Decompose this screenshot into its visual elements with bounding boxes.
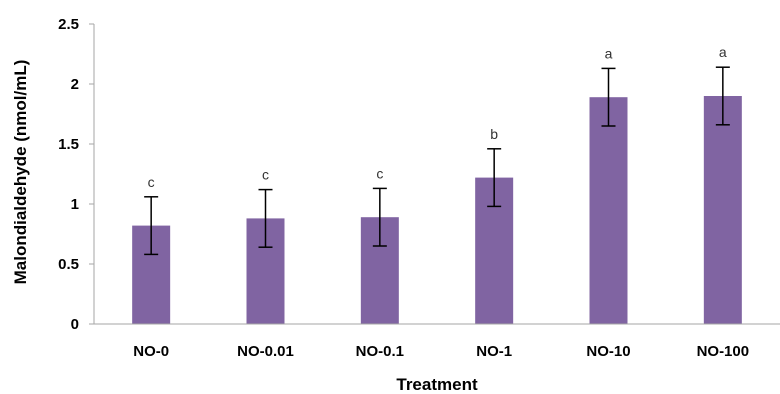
bar-no-10 xyxy=(589,97,628,324)
significance-letter: b xyxy=(490,126,498,142)
error-bar xyxy=(601,67,616,127)
y-tick-label: 2 xyxy=(71,76,79,93)
y-tick-label: 1 xyxy=(71,196,79,213)
error-bar xyxy=(487,148,502,208)
y-tick-label: 1.5 xyxy=(58,136,79,153)
y-tick-label: 0.5 xyxy=(58,256,79,273)
x-axis-ticks: NO-0 NO-0.01 NO-0.1 NO-1 NO-10 NO-100 xyxy=(133,343,749,360)
x-tick-label: NO-100 xyxy=(697,343,750,360)
error-bar xyxy=(258,188,273,248)
error-bar xyxy=(144,196,159,256)
bar-no-100 xyxy=(703,96,742,324)
significance-letter: c xyxy=(148,174,155,190)
x-tick-label: NO-0 xyxy=(133,343,169,360)
x-tick-label: NO-10 xyxy=(586,343,630,360)
significance-letters: c c c b a a xyxy=(148,44,727,190)
x-tick-label: NO-1 xyxy=(476,343,512,360)
y-tick-label: 2.5 xyxy=(58,16,79,33)
bars xyxy=(132,96,742,324)
y-axis-title: Malondialdehyde (nmol/mL) xyxy=(11,60,30,285)
significance-letter: c xyxy=(376,165,383,181)
significance-letter: a xyxy=(605,45,613,61)
x-axis-title: Treatment xyxy=(396,375,478,394)
y-tick-label: 0 xyxy=(71,316,79,333)
error-bar xyxy=(715,66,730,126)
x-tick-label: NO-0.01 xyxy=(237,343,294,360)
significance-letter: c xyxy=(262,167,269,183)
error-bar xyxy=(372,187,387,247)
y-axis-ticks: 0 0.5 1 1.5 2 2.5 xyxy=(58,16,94,333)
x-tick-label: NO-0.1 xyxy=(356,343,404,360)
error-bars xyxy=(144,66,730,256)
significance-letter: a xyxy=(719,44,727,60)
